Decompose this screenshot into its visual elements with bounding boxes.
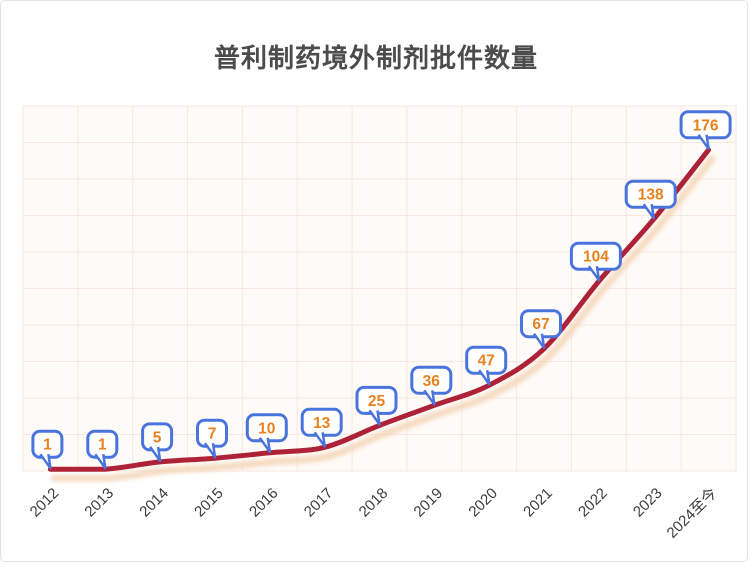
x-axis-label: 2020 <box>465 485 501 521</box>
callout-tail <box>39 453 52 470</box>
callout-tail <box>313 431 326 448</box>
data-label-value: 67 <box>532 316 549 333</box>
data-label-value: 25 <box>368 393 386 410</box>
data-label-callout: 176 <box>679 110 732 151</box>
data-label-value: 7 <box>208 426 217 443</box>
x-axis-label: 2016 <box>246 485 282 521</box>
callout-tail <box>258 437 272 454</box>
data-label-value: 1 <box>43 437 52 454</box>
callout-tail <box>203 442 217 459</box>
x-axis-label: 2022 <box>575 485 611 521</box>
callout-tail <box>149 446 162 463</box>
data-label-callout: 1 <box>86 429 119 470</box>
data-label-value: 10 <box>258 420 275 437</box>
data-label-value: 1 <box>98 437 107 454</box>
data-label-callout: 104 <box>569 241 622 282</box>
x-axis-label: 2023 <box>630 485 666 521</box>
data-label-callout: 13 <box>300 407 343 448</box>
x-axis-label: 2019 <box>411 485 447 521</box>
callout-tail <box>642 203 655 220</box>
x-axis-label: 2018 <box>356 485 392 521</box>
series-line-shadow <box>50 155 716 482</box>
callout-tail <box>697 134 710 151</box>
data-label-callout: 1 <box>31 429 64 470</box>
chart-title: 普利制药境外制剂批件数量 <box>213 43 538 73</box>
data-label-callout: 25 <box>355 385 398 426</box>
callout-tail <box>368 409 381 426</box>
data-label-callout: 138 <box>624 179 677 220</box>
data-label-value: 138 <box>638 187 664 204</box>
x-axis-label: 2013 <box>81 485 117 521</box>
callout-tail <box>478 369 491 386</box>
data-label-callout: 36 <box>410 365 453 406</box>
callout-tail <box>587 265 601 282</box>
data-label-value: 104 <box>583 249 609 266</box>
data-label-callout: 10 <box>245 413 288 454</box>
data-label-callout: 7 <box>196 418 228 459</box>
data-label-value: 176 <box>693 117 719 134</box>
x-axis-label: 2015 <box>191 485 227 521</box>
data-label-value: 13 <box>313 415 331 432</box>
callout-tail <box>423 389 436 406</box>
data-label-value: 36 <box>423 373 441 390</box>
x-axis-label: 2014 <box>136 485 172 521</box>
data-label-value: 47 <box>478 353 495 370</box>
x-axis-label: 2021 <box>520 485 556 521</box>
callout-tail <box>532 332 546 349</box>
x-axis-label: 2017 <box>301 485 337 521</box>
data-label-value: 5 <box>153 429 162 446</box>
data-label-callout: 47 <box>465 345 508 386</box>
x-axis-label: 2024至今 <box>664 485 721 542</box>
callout-tail <box>94 453 107 470</box>
data-label-callout: 5 <box>141 422 174 463</box>
data-label-callout: 67 <box>520 309 562 349</box>
x-axis-label: 2012 <box>27 485 63 521</box>
